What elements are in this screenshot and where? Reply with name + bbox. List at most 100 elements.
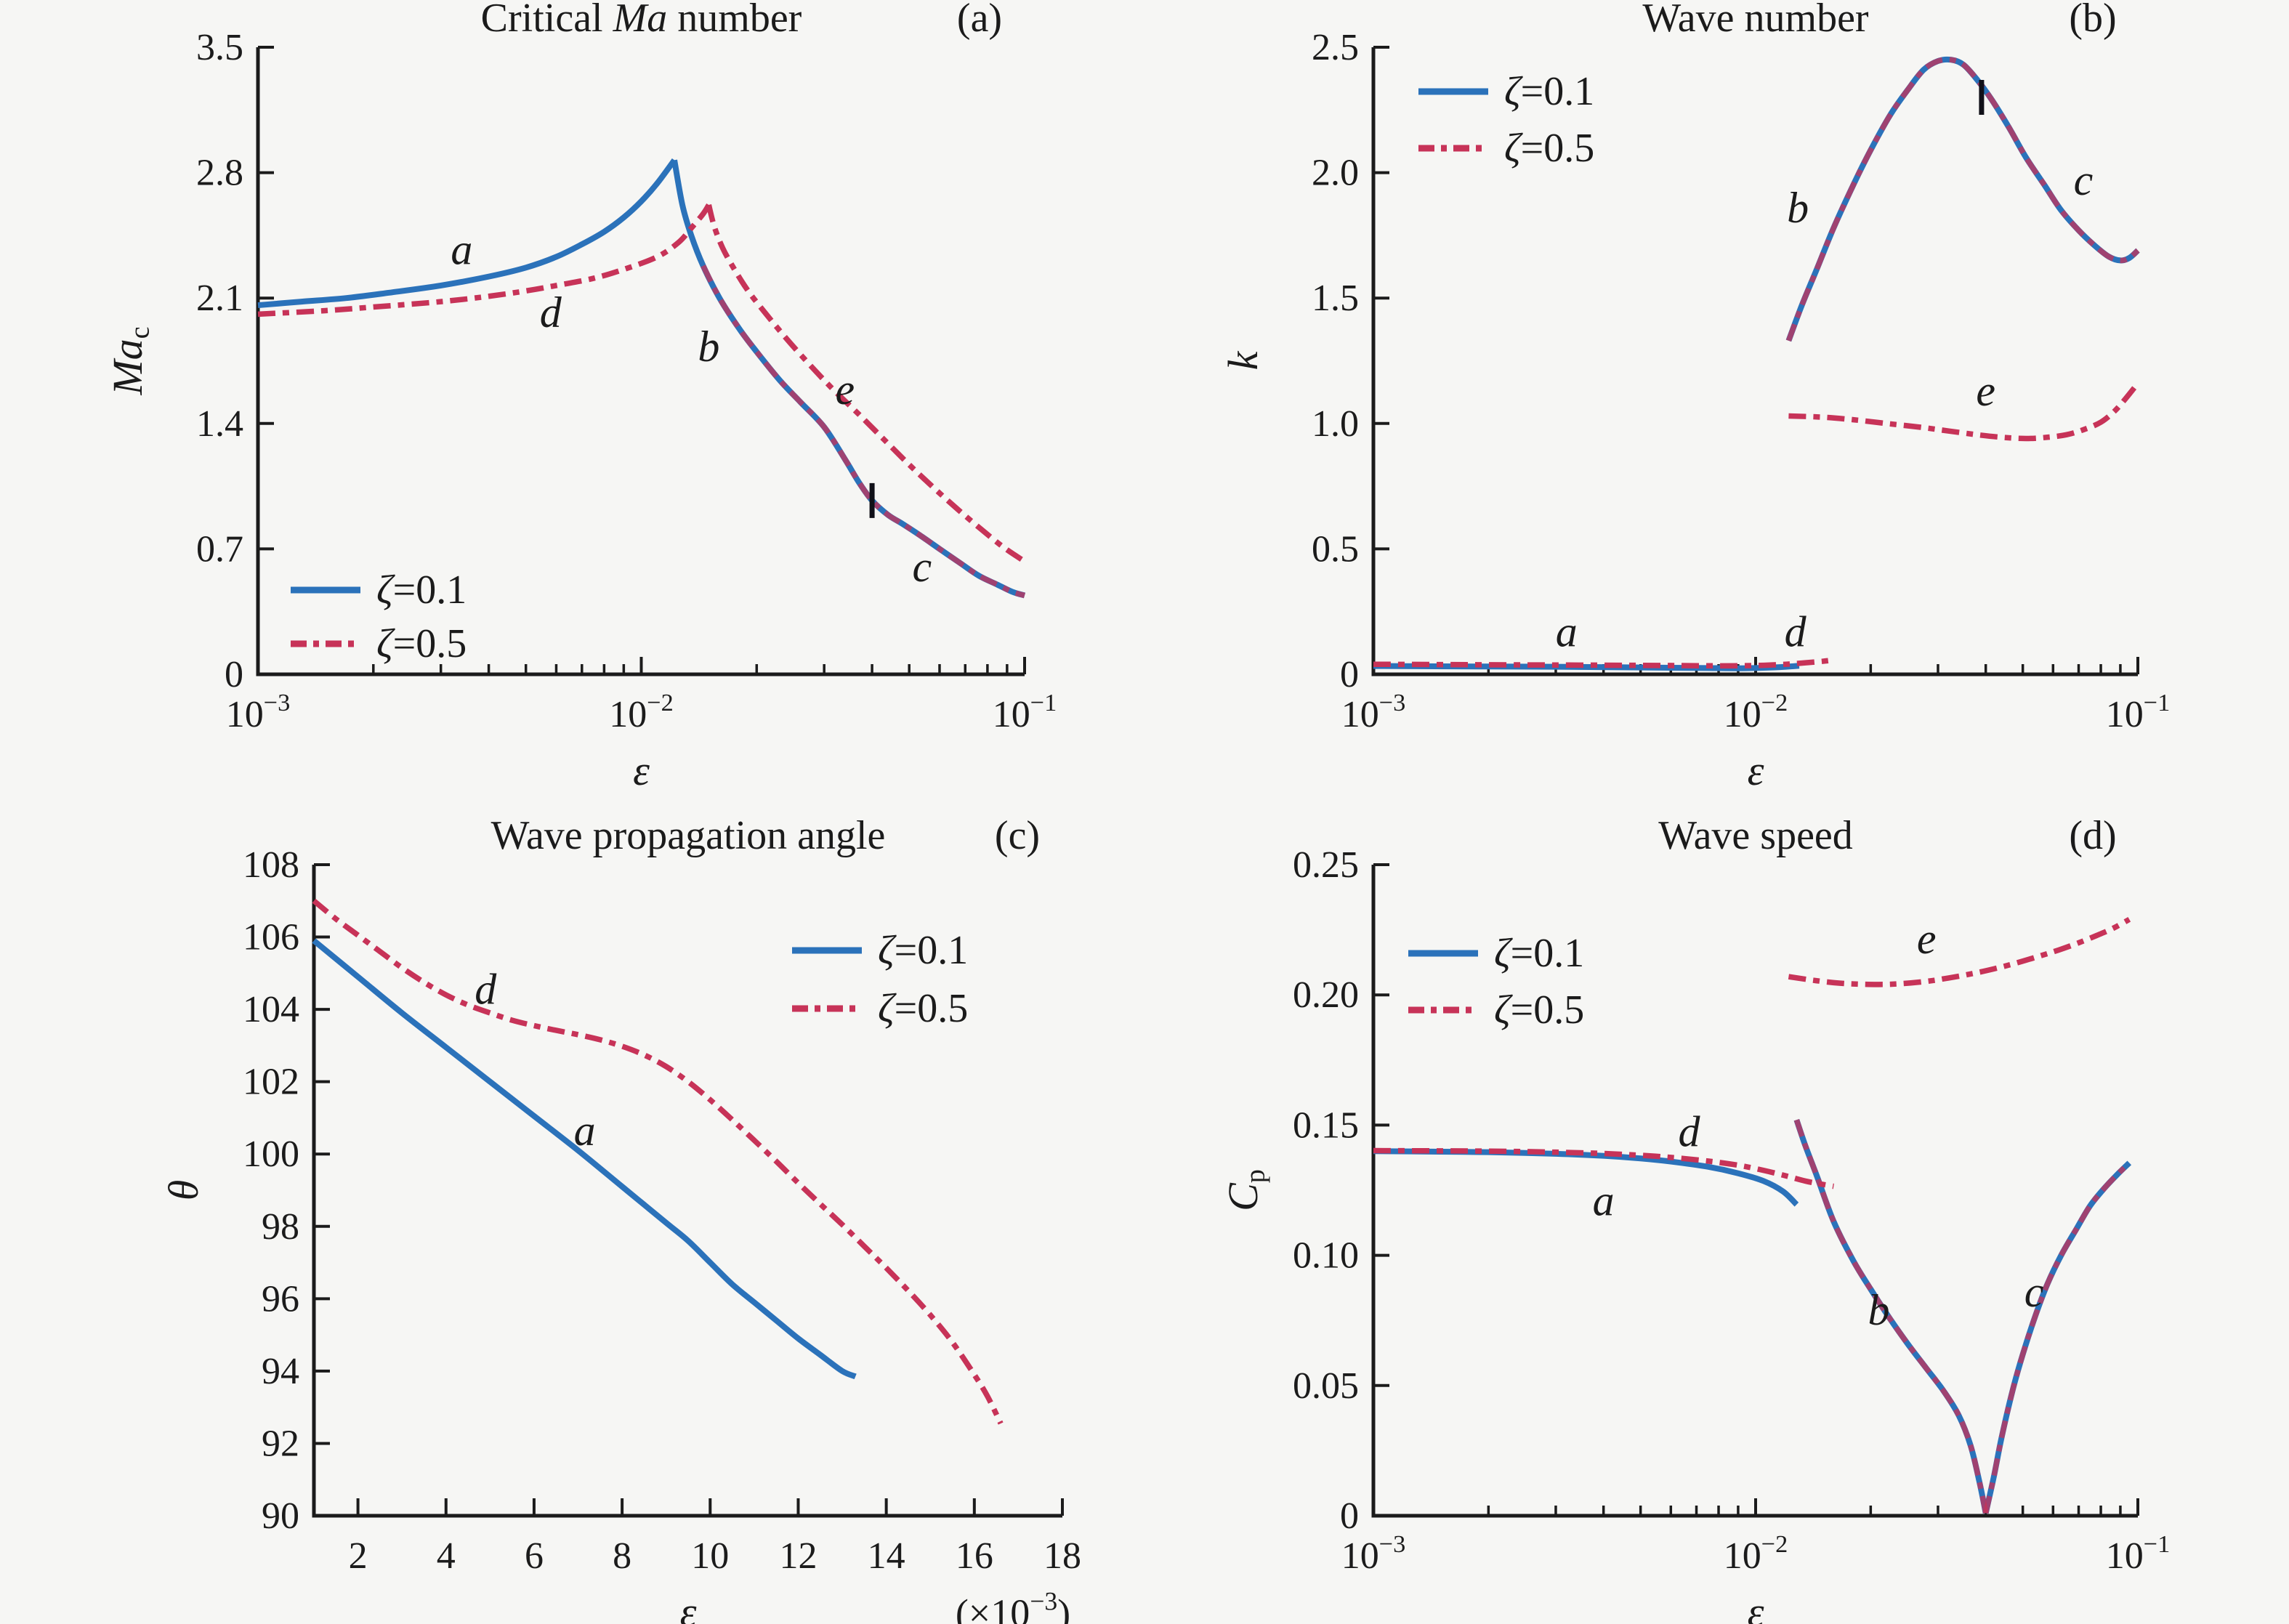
x-tick-label: 10−2 <box>609 689 674 735</box>
panel-title: Critical Ma number <box>481 0 802 41</box>
text-part: −3 <box>1379 1530 1406 1558</box>
curve-zeta01 <box>1982 1160 2132 1514</box>
text-part: −1 <box>2144 1530 2171 1558</box>
text-part: −1 <box>1030 689 1057 716</box>
text-part: e <box>1976 367 1995 415</box>
text-part: =0.5 <box>393 621 467 666</box>
text-part: b <box>1787 184 1809 232</box>
text-part: 2.5 <box>1312 27 1359 68</box>
text-part: 1.4 <box>196 403 243 445</box>
panel-tag: (b) <box>2069 0 2116 41</box>
text-part: 10 <box>691 1535 729 1577</box>
text-part: c <box>124 326 155 339</box>
text-part: c <box>913 543 932 591</box>
text-part: number <box>667 0 802 41</box>
text-part: =0.1 <box>1511 931 1585 976</box>
text-part: 10 <box>1341 694 1379 735</box>
text-part: a <box>451 226 472 274</box>
text-part: d <box>1785 607 1807 655</box>
y-axis-label: θ <box>160 1180 207 1201</box>
text-part: −2 <box>1761 689 1788 716</box>
text-part: 108 <box>243 844 299 886</box>
text-part: 0.7 <box>196 528 243 570</box>
x-axis-label: ε <box>1748 1588 1764 1624</box>
text-part: 18 <box>1043 1535 1081 1577</box>
text-part: ε <box>1748 747 1764 794</box>
y-axis-label: Mac <box>104 326 155 395</box>
text-part: ε <box>680 1588 697 1624</box>
text-part: 0.5 <box>1312 528 1359 570</box>
text-part: 94 <box>262 1351 299 1392</box>
text-part: 14 <box>868 1535 905 1577</box>
text-part: ) <box>1057 1591 1070 1624</box>
text-part: =0.1 <box>393 567 467 613</box>
text-part: 98 <box>262 1206 299 1248</box>
text-part: Ma <box>613 0 668 41</box>
y-tick-label: 104 <box>243 989 299 1030</box>
text-part: =0.5 <box>1511 987 1585 1033</box>
curve-zeta05 <box>1788 916 2131 987</box>
text-part: ζ <box>878 928 897 973</box>
y-tick-label: 0.5 <box>1312 528 1359 570</box>
text-part: 100 <box>243 1134 299 1175</box>
y-tick-label: 108 <box>243 844 299 886</box>
text-part: p <box>1240 1169 1270 1183</box>
curve-zeta05 <box>706 204 1027 564</box>
text-part: d <box>540 288 562 336</box>
branch-label-c: c <box>2074 156 2094 204</box>
y-tick-label: 0 <box>1340 1495 1359 1537</box>
panel-tag: (a) <box>957 0 1002 41</box>
legend-label-zeta05: ζ=0.5 <box>878 986 968 1031</box>
text-part: 2.0 <box>1312 153 1359 194</box>
branch-label-e: e <box>1976 367 1995 415</box>
text-part: 6 <box>525 1535 544 1577</box>
text-part: 2.1 <box>196 278 243 319</box>
text-part: 0 <box>1340 1495 1359 1537</box>
legend-label-zeta05: ζ=0.5 <box>1494 987 1584 1033</box>
text-part: 10 <box>993 694 1030 735</box>
text-part: 10 <box>2106 1535 2144 1577</box>
x-axis-label: ε <box>680 1588 697 1624</box>
text-part: e <box>1917 915 1937 963</box>
text-part: ζ <box>878 986 897 1031</box>
text-part: c <box>2024 1268 2044 1316</box>
text-part: 2.8 <box>196 153 243 194</box>
text-part: =0.5 <box>895 986 969 1031</box>
text-part: e <box>836 365 855 413</box>
y-tick-label: 0 <box>225 654 243 695</box>
text-part: Wave number <box>1642 0 1868 41</box>
text-part: 104 <box>243 989 299 1030</box>
y-tick-label: 1.5 <box>1312 278 1359 319</box>
text-part: a <box>1556 607 1578 655</box>
text-part: 16 <box>956 1535 993 1577</box>
text-part: ε <box>633 747 650 794</box>
axis-spines <box>1371 47 2138 676</box>
text-part: 10 <box>2106 694 2144 735</box>
text-part: Critical <box>481 0 613 41</box>
panel-c: 90 92 94 96 98 100 102 104 106 108 2 4 6 8 10 12 14 16 18 W… <box>160 813 1081 1624</box>
y-tick-label: 1.0 <box>1312 403 1359 445</box>
curve-zeta05-overlay <box>1793 1119 1989 1514</box>
branch-label-e: e <box>1917 915 1937 963</box>
text-part: 102 <box>243 1062 299 1103</box>
text-part: −2 <box>1761 1530 1788 1558</box>
y-tick-label: 1.4 <box>196 403 243 445</box>
text-part: ε <box>1748 1588 1764 1624</box>
text-part: =0.1 <box>895 928 969 973</box>
branch-label-c: c <box>913 543 932 591</box>
text-part: (×10 <box>956 1591 1030 1624</box>
legend-label-zeta01: ζ=0.1 <box>376 567 467 613</box>
y-tick-label: 0.15 <box>1293 1104 1359 1146</box>
text-part: 10 <box>1724 1535 1761 1577</box>
text-part: 1.0 <box>1312 403 1359 445</box>
text-part: 8 <box>613 1535 631 1577</box>
text-part: −3 <box>264 689 291 716</box>
text-part: 0 <box>225 654 243 695</box>
y-tick-label: 2.5 <box>1312 27 1359 68</box>
x-tick-label: 10−1 <box>2106 1530 2171 1577</box>
panel-title: Wave speed <box>1658 813 1853 858</box>
y-axis-label: Cp <box>1219 1169 1270 1211</box>
text-part: (d) <box>2069 813 2116 858</box>
